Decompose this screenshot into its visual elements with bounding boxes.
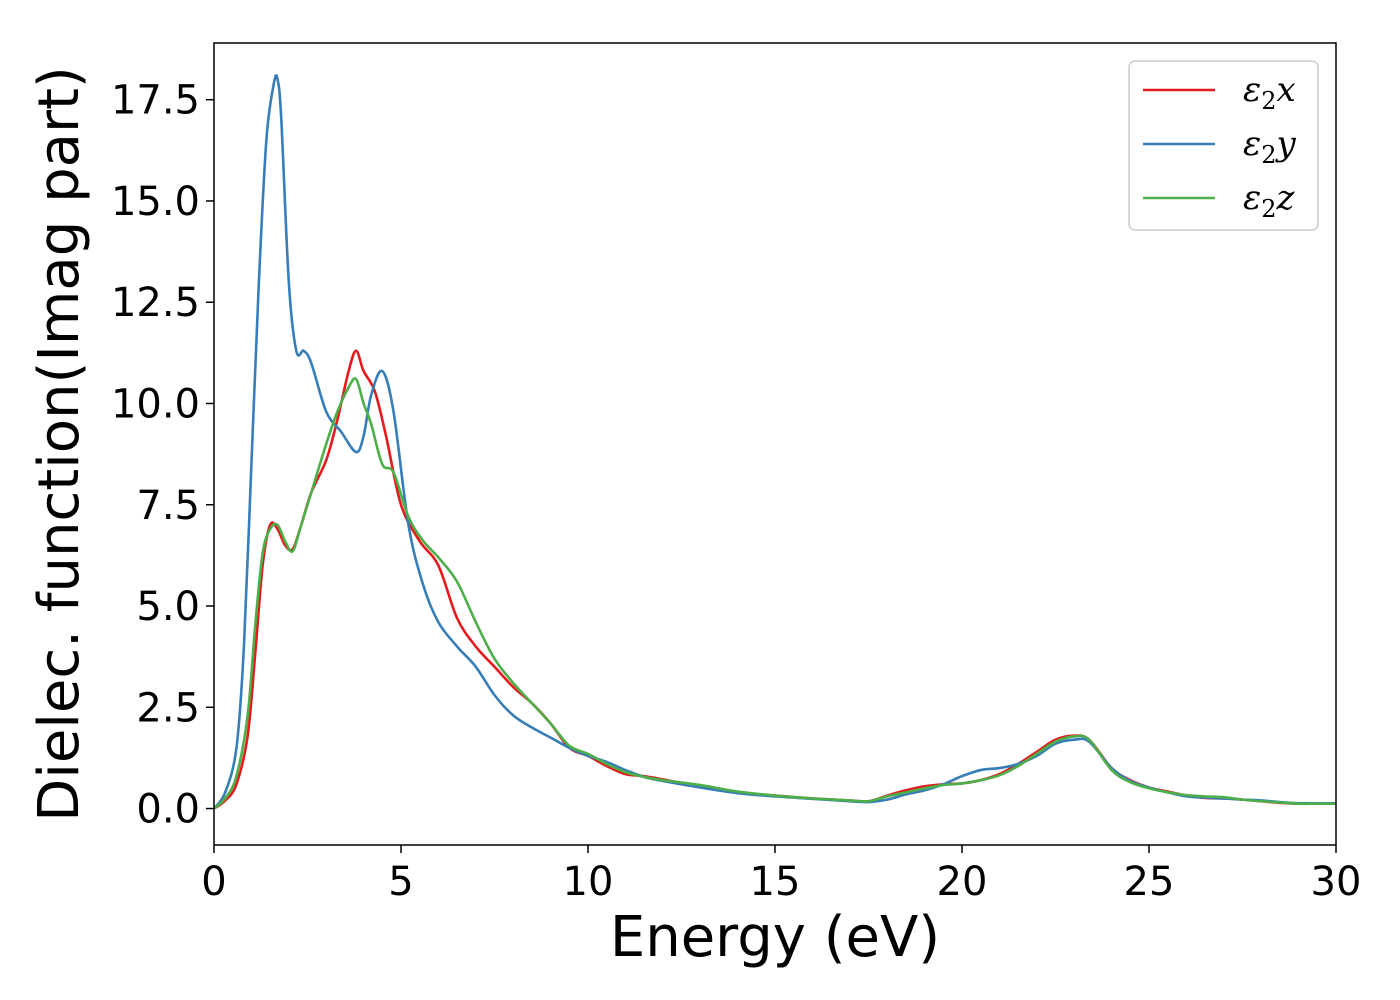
legend-item-y: ε2y [1143, 124, 1297, 169]
x-axis-label: Energy (eV) [610, 905, 940, 970]
legend-item-x: ε2x [1143, 70, 1296, 115]
y-tick-label: 17.5 [111, 78, 200, 124]
legend-label: ε2y [1243, 124, 1297, 169]
y-tick-label: 12.5 [111, 280, 200, 326]
series-line-z [214, 377, 1336, 810]
x-tick-label: 15 [750, 859, 801, 905]
y-tick-label: 5.0 [136, 584, 200, 630]
y-axis-label: Dielec. function(Imag part) [27, 66, 92, 822]
series-layer [214, 74, 1336, 810]
series-line-x [214, 349, 1336, 810]
legend-box [1128, 60, 1319, 231]
legend-label: ε2z [1243, 178, 1296, 223]
y-tick-label: 15.0 [111, 179, 200, 225]
x-tick-label: 30 [1311, 859, 1362, 905]
legend: ε2x ε2y ε2z [1128, 60, 1319, 231]
y-axis: 0.0 2.5 5.0 7.5 10.0 12.5 15.0 17.5 [111, 78, 214, 833]
x-tick-label: 25 [1124, 859, 1175, 905]
y-tick-label: 2.5 [136, 685, 200, 731]
y-tick-label: 0.0 [136, 787, 200, 833]
y-tick-label: 10.0 [111, 381, 200, 427]
x-tick-label: 10 [563, 859, 614, 905]
x-tick-label: 0 [201, 859, 226, 905]
x-tick-label: 20 [937, 859, 988, 905]
y-tick-label: 7.5 [136, 483, 200, 529]
x-axis: 0 5 10 15 20 25 30 [201, 845, 1361, 905]
legend-item-z: ε2z [1143, 178, 1296, 223]
x-tick-label: 5 [388, 859, 413, 905]
legend-label: ε2x [1243, 70, 1296, 115]
